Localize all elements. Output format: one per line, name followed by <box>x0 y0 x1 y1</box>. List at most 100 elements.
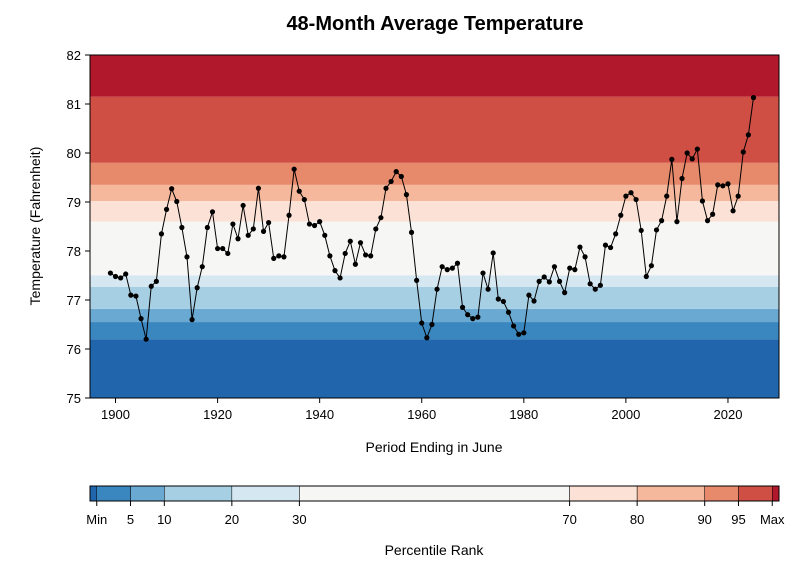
data-point <box>255 185 262 191</box>
background-band-7 <box>90 184 779 202</box>
data-point <box>123 271 129 277</box>
colorbar-segment-1 <box>96 485 131 502</box>
colorbar-segment-0 <box>89 485 98 502</box>
data-point <box>710 211 716 217</box>
data-point <box>449 265 455 271</box>
data-point <box>720 183 726 189</box>
colorbar-segment-10 <box>771 485 780 502</box>
data-point <box>143 336 149 342</box>
data-point <box>511 323 517 329</box>
data-point <box>245 232 251 238</box>
data-point <box>602 242 609 248</box>
data-point <box>679 175 685 182</box>
data-point <box>480 270 486 276</box>
data-point <box>664 193 670 199</box>
data-point <box>235 236 241 242</box>
y-tick-label: 77 <box>67 293 81 308</box>
colorbar-tick-label: 5 <box>127 512 134 527</box>
data-point <box>414 277 420 283</box>
data-point <box>158 231 165 237</box>
data-point <box>439 264 445 270</box>
background-band-2 <box>90 308 779 323</box>
data-point <box>694 146 700 152</box>
data-point <box>357 240 364 246</box>
data-point <box>311 222 318 229</box>
data-point <box>363 252 369 258</box>
data-point <box>393 169 399 175</box>
data-point <box>659 218 665 224</box>
data-point <box>373 226 379 232</box>
data-point <box>648 263 655 269</box>
data-point <box>582 254 588 260</box>
data-point <box>337 275 343 281</box>
data-point <box>495 296 501 302</box>
data-point <box>429 321 435 328</box>
data-point <box>306 221 313 227</box>
data-point <box>301 196 307 203</box>
data-point <box>444 267 450 273</box>
data-point <box>541 274 547 280</box>
data-point <box>271 255 277 261</box>
data-point <box>347 238 353 244</box>
data-point <box>199 264 205 270</box>
data-point <box>500 298 506 305</box>
data-point <box>546 279 552 285</box>
data-point <box>184 254 190 260</box>
data-point <box>587 281 593 287</box>
data-point <box>419 320 425 326</box>
colorbar-frame <box>89 485 780 502</box>
background-band-9 <box>90 96 779 163</box>
data-point <box>715 182 721 188</box>
data-point <box>230 221 236 227</box>
data-point <box>383 185 389 191</box>
data-point <box>465 312 471 318</box>
data-point <box>179 224 185 231</box>
background-band-4 <box>90 275 779 287</box>
data-point <box>674 219 680 225</box>
data-point <box>189 317 195 323</box>
x-tick-label: 1960 <box>407 407 436 422</box>
colorbar-tick-label: 95 <box>731 512 745 527</box>
data-point <box>138 316 144 322</box>
data-point <box>403 192 410 198</box>
background-band-0 <box>90 339 779 398</box>
y-axis-label: Temperature (Fahrenheit) <box>27 147 43 306</box>
colorbar-tick-label: 70 <box>562 512 576 527</box>
y-tick-label: 79 <box>67 195 81 210</box>
x-tick-label: 2020 <box>714 407 743 422</box>
y-tick-label: 80 <box>67 146 81 161</box>
data-point <box>286 212 292 218</box>
data-point <box>592 286 598 292</box>
data-point <box>281 254 287 260</box>
background-band-10 <box>90 55 779 97</box>
colorbar-segment-5 <box>299 485 570 502</box>
data-point <box>317 219 323 225</box>
data-point <box>516 331 522 337</box>
data-point <box>388 178 394 185</box>
x-tick-label: 1980 <box>509 407 538 422</box>
data-point <box>572 267 578 273</box>
data-point <box>531 298 537 304</box>
data-point <box>424 335 430 341</box>
data-point <box>214 245 221 252</box>
data-point <box>638 227 644 234</box>
data-point <box>669 156 675 162</box>
data-point <box>454 260 461 266</box>
y-tick-label: 76 <box>67 342 81 357</box>
y-tick-label: 78 <box>67 244 81 259</box>
data-point <box>475 314 481 320</box>
data-point <box>699 198 706 204</box>
colorbar-segment-3 <box>164 485 233 502</box>
data-point <box>470 316 476 322</box>
data-point <box>704 218 711 224</box>
colorbar-segment-2 <box>130 485 165 502</box>
data-point <box>521 330 527 336</box>
data-point <box>618 212 624 218</box>
data-point <box>735 193 741 199</box>
data-point <box>628 190 634 196</box>
data-point <box>607 244 614 251</box>
data-point <box>398 173 404 180</box>
data-point <box>505 309 512 315</box>
x-tick-label: 1900 <box>101 407 130 422</box>
